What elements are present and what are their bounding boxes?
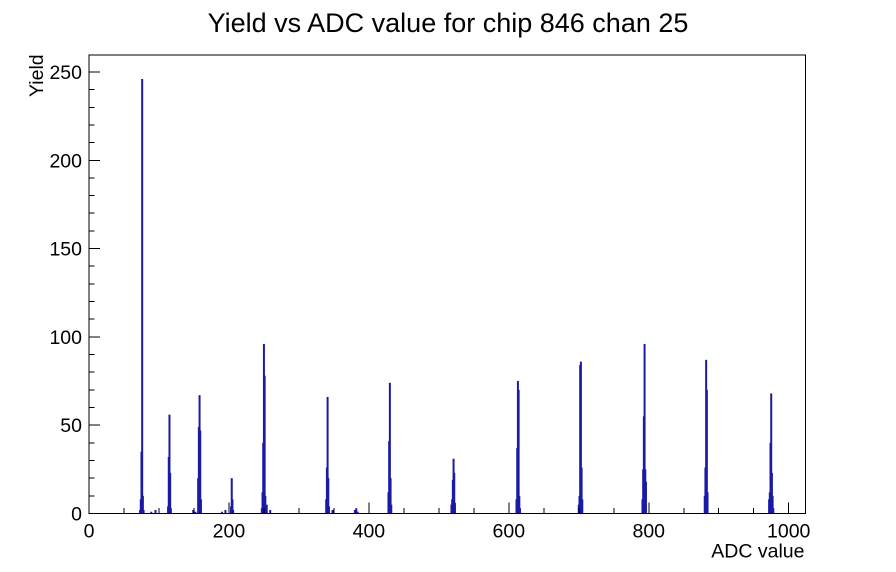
- histogram-bar: [194, 511, 197, 514]
- histogram-bar: [355, 508, 358, 514]
- y-axis-title: Yield: [26, 54, 48, 97]
- histogram-bar: [192, 509, 195, 514]
- histogram-bar: [327, 478, 330, 514]
- histogram-bar: [353, 509, 356, 514]
- histogram-bar: [264, 495, 267, 514]
- y-tick-label: 100: [49, 327, 82, 349]
- histogram-bar: [705, 389, 708, 514]
- plot-frame: [88, 54, 806, 514]
- x-tick-label: 0: [84, 521, 95, 543]
- histogram-bar: [770, 393, 773, 514]
- chart-title: Yield vs ADC value for chip 846 chan 25: [207, 8, 689, 38]
- histogram-bar: [581, 499, 584, 514]
- histogram-bar: [169, 472, 172, 514]
- histogram-bar: [328, 506, 330, 514]
- histogram-bar: [453, 502, 456, 514]
- histogram-bar: [356, 511, 359, 514]
- histogram-bar: [580, 467, 583, 514]
- histogram-bar: [453, 472, 456, 514]
- histogram-bar: [263, 375, 266, 514]
- histogram-bar: [706, 492, 709, 514]
- axis-ticks: [88, 71, 790, 514]
- histogram-bar: [519, 508, 522, 514]
- x-tick-label: 600: [493, 521, 526, 543]
- x-tick-label: 200: [213, 521, 246, 543]
- histogram-bar: [644, 481, 647, 514]
- histogram-bar: [150, 511, 153, 514]
- y-tick-label: 150: [49, 239, 82, 261]
- histogram-bar: [517, 389, 520, 514]
- histogram-bar: [390, 504, 393, 514]
- histogram-bar: [518, 495, 521, 514]
- histogram-bar: [220, 511, 223, 514]
- histogram-bar: [389, 478, 392, 514]
- histogram-bar: [265, 504, 268, 514]
- histogram-series: [139, 79, 775, 514]
- histogram-bar: [579, 361, 582, 514]
- histogram-bar: [326, 396, 329, 514]
- histogram-bar: [141, 79, 144, 514]
- y-tick-label: 0: [71, 504, 82, 526]
- histogram-bar: [232, 509, 235, 514]
- histogram-bar: [771, 495, 774, 514]
- x-tick-label: 1000: [767, 521, 811, 543]
- histogram-bar: [199, 499, 202, 514]
- histogram-bar: [141, 495, 144, 514]
- histogram-bar: [231, 499, 234, 514]
- histogram-bar: [154, 509, 157, 514]
- histogram-bar: [269, 509, 272, 514]
- histogram-bar: [169, 508, 172, 514]
- y-tick-label: 250: [49, 62, 82, 84]
- histogram-bar: [643, 343, 646, 514]
- histogram-bar: [224, 509, 227, 514]
- x-axis-title: ADC value: [711, 541, 804, 563]
- x-tick-label: 400: [353, 521, 386, 543]
- histogram-bar: [331, 509, 334, 514]
- y-tick-label: 50: [60, 415, 82, 437]
- x-tick-label: 800: [632, 521, 665, 543]
- histogram-bar: [142, 509, 145, 514]
- histogram-bar: [199, 430, 202, 514]
- histogram-bar: [230, 478, 233, 514]
- histogram-bar: [772, 508, 775, 514]
- histogram-bar: [168, 414, 171, 514]
- axis-tick-labels: 0 200 400 600 800 1000 0 50 100 150 200 250: [49, 62, 810, 543]
- histogram-bar: [770, 472, 773, 514]
- histogram-bar: [388, 382, 391, 514]
- y-tick-label: 200: [49, 150, 82, 172]
